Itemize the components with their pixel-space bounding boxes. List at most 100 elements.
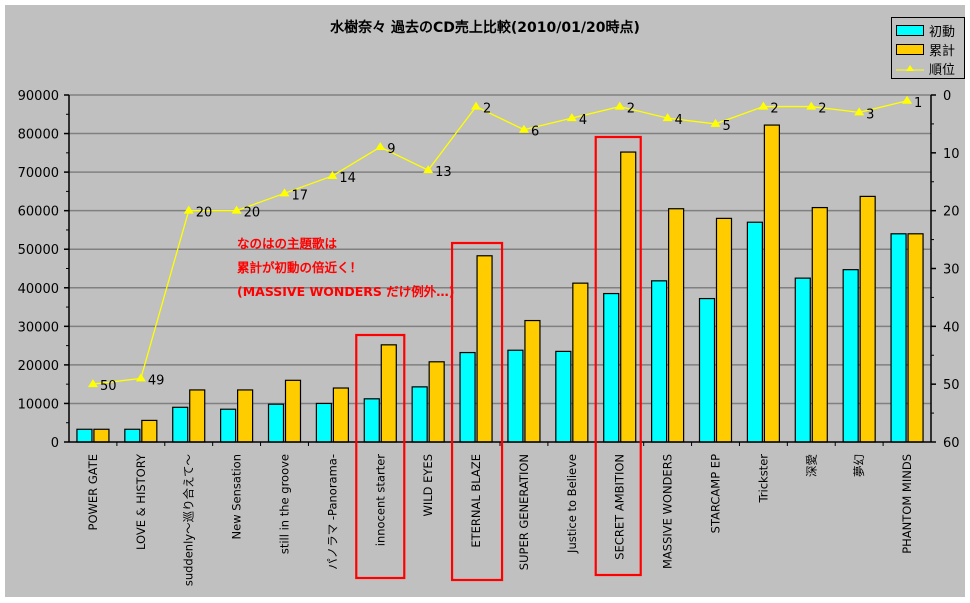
rank-label: 5 [723,119,731,134]
y2-tick-label: 10 [943,147,960,162]
chart-area: 水樹奈々 過去のCD売上比較(2010/01/20時点) 初動 累計 順位 0 1… [5,5,965,597]
legend-label: 順位 [929,62,956,78]
bar-ruikei [332,387,349,443]
rank-marker-triangle-icon [854,107,865,116]
legend-label: 初動 [929,24,956,40]
rank-label: 4 [675,113,683,128]
y-tick-label: 50000 [18,243,59,258]
bar-shodo [363,398,380,443]
y-tick-label: 40000 [18,282,59,297]
y-tick-label: 60000 [18,205,59,220]
bar-shodo [411,386,428,443]
rank-marker-triangle-icon [662,113,673,122]
plot-area: 0 10000 20000 30000 40000 50000 60000 70000 8000… [18,89,960,587]
rank-marker-triangle-icon [806,101,817,110]
rank-label: 3 [866,107,874,122]
y-tick-label: 10000 [18,397,59,412]
highlight-box [355,333,406,580]
legend-swatch-orange-icon [896,43,924,55]
y-tick-label: 20000 [18,359,59,374]
x-category-label: still in the groove [278,454,292,554]
rank-label: 17 [292,188,309,203]
rank-marker-triangle-icon [518,124,529,133]
x-category-label: innocent starter [373,454,387,547]
legend-swatch-cyan-icon [896,24,924,36]
rank-marker-triangle-icon [327,170,338,179]
rank-marker-triangle-icon [566,113,577,122]
rank-marker-triangle-icon [135,373,146,382]
x-category-label: SECRET AMBITION [613,454,627,560]
bar-shodo [698,297,716,443]
rank-marker-triangle-icon [423,165,434,174]
bar-shodo [507,349,524,443]
bar-shodo [172,406,189,443]
bar-shodo [459,351,476,443]
rank-label: 50 [100,379,117,394]
x-category-label: WILD EYES [421,454,435,517]
rank-label: 14 [339,171,356,186]
bar-ruikei [524,319,541,443]
bar-ruikei [237,389,254,443]
annotation-text: なのはの主題歌は 累計が初動の倍近く！ (MASSIVE WONDERS だけ例… [237,232,454,304]
rank-marker-triangle-icon [231,205,242,214]
rank-label: 2 [483,102,491,117]
highlight-box [450,241,504,582]
legend-line-triangle-icon [896,62,924,74]
bar-shodo [124,428,141,443]
rank-line [92,100,908,385]
y-tick-label: 30000 [18,320,59,335]
rank-marker-triangle-icon [902,95,913,104]
y2-tick-label: 50 [943,378,960,393]
bar-ruikei [907,233,924,443]
bar-shodo [651,280,668,443]
bar-shodo [890,233,907,443]
x-category-label: 夢幻 [852,454,866,477]
y-tick-label: 80000 [18,128,59,143]
bar-ruikei [859,195,876,443]
bar-shodo [842,269,859,443]
bar-shodo [76,428,93,443]
bar-ruikei [284,379,302,443]
x-category-label: PHANTOM MINDS [900,454,914,554]
bar-shodo [603,292,620,443]
y-tick-label: 0 [51,436,59,451]
bar-shodo [794,277,811,443]
rank-marker-triangle-icon [279,188,290,197]
x-category-label: New Sensation [230,454,244,539]
x-category-label: SUPER GENERATION [517,454,531,570]
x-category-label: POWER GATE [86,454,100,530]
legend-item-ruikei: 累計 [896,40,955,59]
x-category-label: LOVE & HISTORY [134,453,148,550]
rank-label: 49 [148,373,165,388]
bar-shodo [555,350,572,443]
bar-ruikei [763,124,780,443]
rank-marker-triangle-icon [375,142,386,151]
rank-marker-triangle-icon [710,118,721,127]
y2-tick-label: 20 [943,205,960,220]
highlight-box [594,135,642,577]
bar-ruikei [572,282,589,443]
bar-ruikei [93,428,110,443]
rank-marker-triangle-icon [471,101,482,110]
y2-tick-label: 30 [943,263,960,278]
y-tick-label: 90000 [18,89,59,104]
rank-label: 13 [435,165,452,180]
bar-shodo [267,403,285,443]
legend-item-juni: 順位 [896,59,956,78]
x-category-label: 深愛 [804,454,818,477]
x-category-label: suddenly～巡り合えて～ [182,454,196,587]
y2-tick-label: 0 [943,89,951,104]
bar-ruikei [189,389,206,443]
x-category-label: MASSIVE WONDERS [661,454,675,569]
rank-label: 2 [770,102,778,117]
bar-ruikei [380,344,397,443]
rank-label: 6 [531,125,539,140]
bar-shodo [220,408,237,443]
y2-tick-label: 40 [943,320,960,335]
bar-shodo [746,221,763,443]
y-tick-label: 70000 [18,166,59,181]
rank-marker-triangle-icon [87,379,98,388]
legend-item-shodo: 初動 [896,21,956,40]
x-category-label: Trickster [756,454,770,504]
rank-label: 20 [196,206,213,221]
